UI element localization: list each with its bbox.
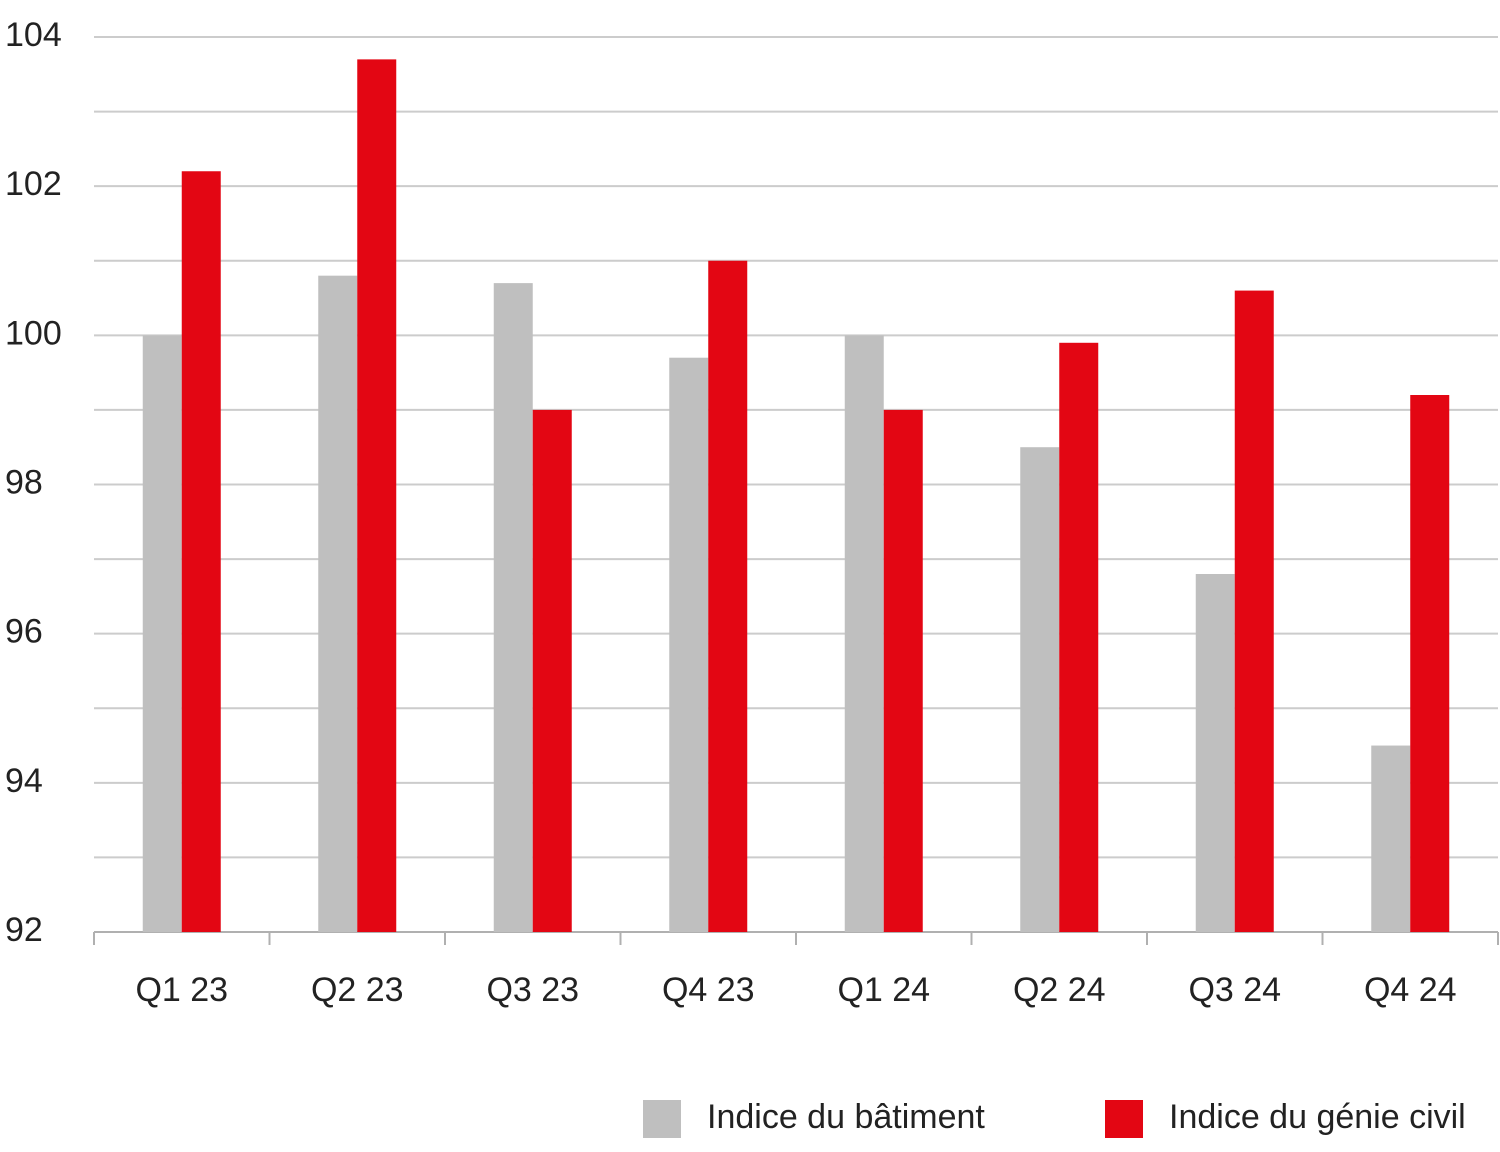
x-tick-label: Q2 23 [311,971,404,1009]
bar [493,283,533,932]
x-tick-label: Q1 23 [135,971,228,1009]
bar [883,409,923,933]
bar [1059,342,1099,933]
x-tick-label: Q1 24 [837,971,930,1009]
legend-swatch [643,1100,681,1138]
y-tick-label: 92 [5,911,43,949]
y-tick-label: 100 [5,314,62,352]
bar [1195,574,1235,932]
y-tick-label: 94 [5,762,43,800]
bar [1020,447,1060,932]
bar [1234,290,1274,932]
bar [142,335,182,932]
legend-label: Indice du génie civil [1169,1098,1466,1136]
x-tick-label: Q4 24 [1364,971,1457,1009]
bar [1371,745,1411,932]
legend-swatch [1105,1100,1143,1138]
bar [318,275,358,933]
bar [844,335,884,932]
y-tick-label: 102 [5,165,62,203]
x-tick-label: Q3 24 [1188,971,1281,1009]
bar [181,171,221,932]
legend-label: Indice du bâtiment [707,1098,985,1136]
bar [708,260,748,932]
y-tick-label: 104 [5,16,62,54]
bar [1410,395,1450,932]
bar [669,357,709,932]
y-tick-label: 96 [5,613,43,651]
bar [532,409,572,933]
x-tick-label: Q2 24 [1013,971,1106,1009]
x-tick-label: Q4 23 [662,971,755,1009]
x-tick-label: Q3 23 [486,971,579,1009]
y-tick-label: 98 [5,463,43,501]
bar [357,59,397,932]
